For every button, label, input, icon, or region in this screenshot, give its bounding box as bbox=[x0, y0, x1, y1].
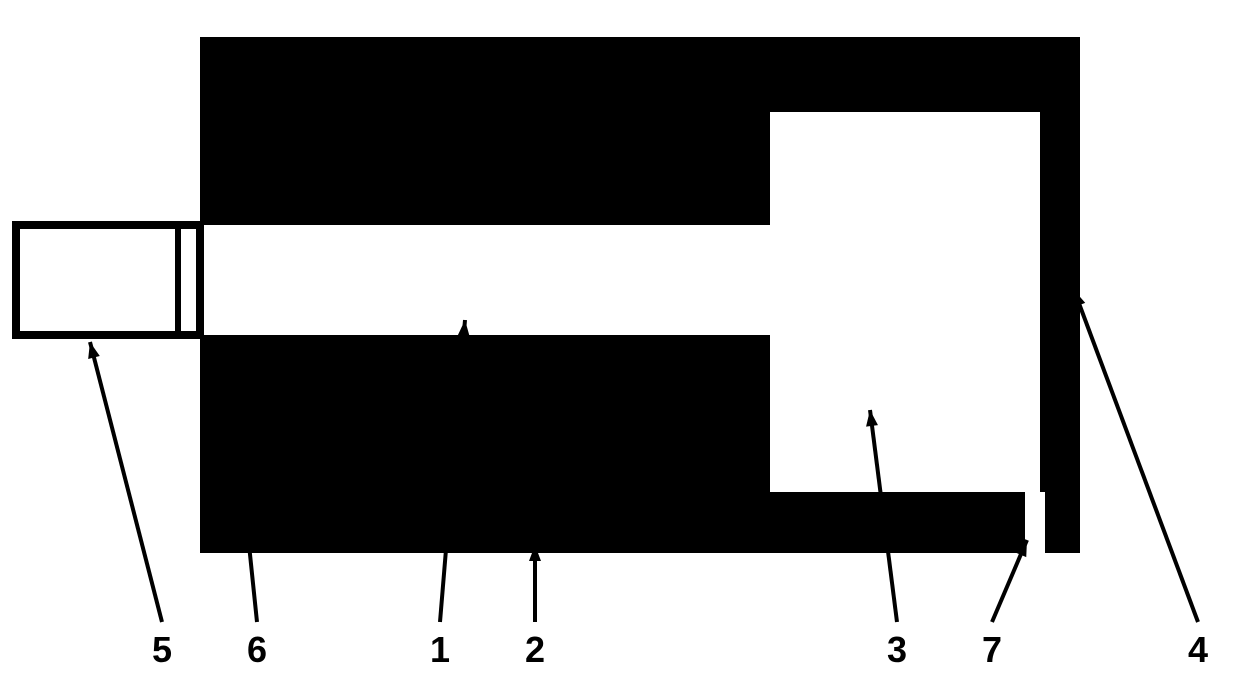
channel-cutout bbox=[200, 225, 770, 335]
callout-label-3: 3 bbox=[887, 629, 907, 670]
callout-label-4: 4 bbox=[1188, 629, 1208, 670]
window-slot bbox=[1058, 220, 1080, 340]
left-vbar bbox=[175, 225, 181, 335]
right-notch bbox=[1025, 492, 1045, 553]
callout-arrow-5 bbox=[88, 342, 162, 622]
callout-label-2: 2 bbox=[525, 629, 545, 670]
left-box bbox=[16, 225, 200, 335]
right-cutout bbox=[770, 112, 1040, 492]
callout-arrow-4 bbox=[1074, 290, 1198, 622]
callout-label-7: 7 bbox=[982, 629, 1002, 670]
callout-label-6: 6 bbox=[247, 629, 267, 670]
diagram-root: 5 6 1 2 3 7 4 bbox=[16, 37, 1208, 670]
callout-label-5: 5 bbox=[152, 629, 172, 670]
callout-label-1: 1 bbox=[430, 629, 450, 670]
callout-arrow-2 bbox=[529, 545, 541, 622]
